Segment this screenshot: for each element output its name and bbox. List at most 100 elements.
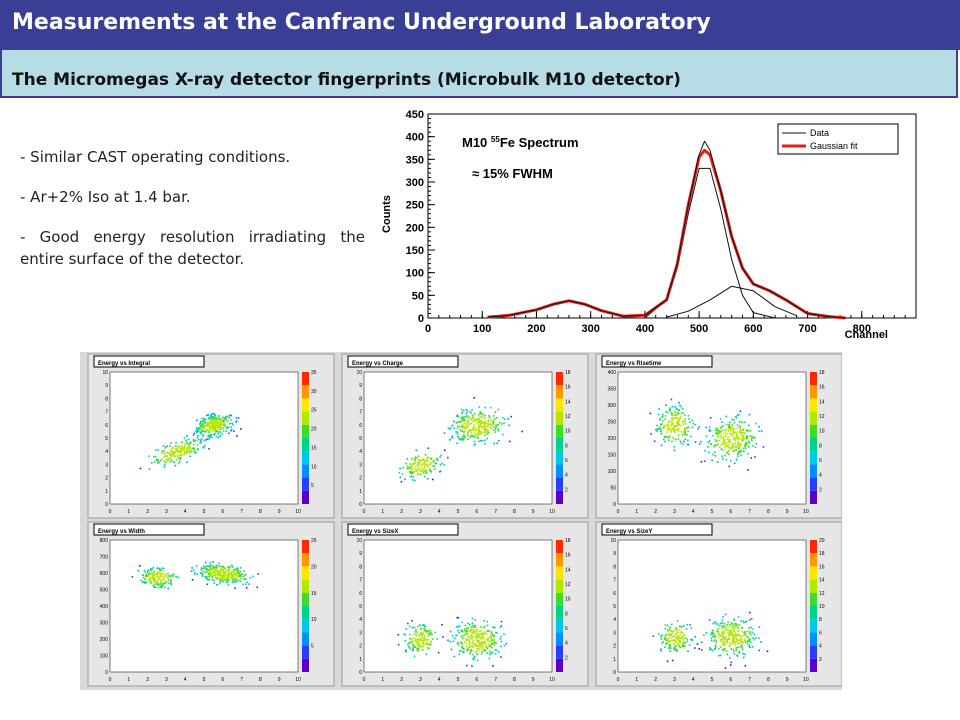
scatter-point (158, 571, 160, 574)
scatter-point (241, 573, 244, 575)
y-tick-label: 600 (100, 571, 109, 577)
scatter-point (698, 443, 701, 445)
scatter-point (472, 420, 474, 423)
scatter-point (721, 634, 724, 637)
scatter-point (442, 636, 444, 638)
scatter-point (480, 411, 482, 414)
scatter-point (743, 432, 746, 435)
scatter-point (482, 416, 484, 419)
scatter-point (160, 569, 162, 571)
scatter-point (502, 416, 504, 419)
scatter-point (466, 629, 468, 632)
scatter-point (713, 640, 715, 642)
scatter-point (209, 421, 211, 423)
scatter-point (745, 620, 748, 622)
scatter-point (732, 634, 735, 636)
scatter-point (204, 444, 206, 447)
scatter-point (213, 433, 215, 436)
scatter-point (727, 450, 730, 452)
scatter-point (722, 616, 724, 618)
scatter-point (475, 419, 478, 421)
scatter-point (208, 572, 210, 574)
scatter-point (487, 652, 489, 654)
scatter-point (222, 566, 225, 568)
scatter-point (202, 575, 204, 577)
scatter-point (739, 645, 742, 648)
scatter-point (734, 625, 737, 628)
scatter-point (733, 628, 735, 630)
scatter-point (222, 568, 224, 571)
scatter-point (738, 421, 741, 423)
colorbar-tick-label: 18 (565, 538, 571, 544)
scatter-point (465, 415, 467, 418)
scatter-point (482, 637, 484, 640)
scatter-point (426, 464, 428, 466)
scatter-point (742, 634, 745, 637)
scatter-point (484, 442, 486, 445)
scatter-point (209, 571, 212, 573)
scatter-point (153, 573, 156, 576)
scatter-point (472, 658, 474, 660)
scatter-point (196, 428, 198, 430)
scatter-point (673, 417, 676, 420)
scatter-point (458, 631, 460, 634)
scatter-point (495, 642, 497, 644)
scatter-point (480, 440, 482, 442)
scatter-point (746, 436, 749, 438)
x-tick-label: 6 (729, 677, 732, 683)
scatter-point (687, 650, 689, 653)
y-tick-label: 200 (608, 436, 617, 442)
scatter-point (140, 579, 142, 582)
scatter-point (660, 428, 663, 431)
scatter-point (178, 576, 180, 579)
scatter-point (172, 446, 174, 449)
scatter-point (488, 421, 490, 424)
scatter-point (215, 435, 218, 438)
scatter-point (725, 650, 728, 652)
scatter-point (666, 423, 668, 426)
scatter-point (223, 418, 226, 421)
scatter-point (464, 436, 466, 439)
scatter-point (449, 640, 452, 643)
x-tick-label: 2 (146, 677, 149, 683)
scatter-point (177, 454, 179, 457)
scatter-point (481, 422, 483, 424)
scatter-point (221, 574, 223, 577)
scatter-point (473, 626, 475, 629)
scatter-point (451, 424, 454, 427)
scatter-point (461, 629, 464, 632)
scatter-point (209, 574, 211, 577)
scatter-point (233, 430, 235, 432)
scatter-point (221, 574, 223, 576)
scatter-point (741, 429, 744, 432)
scatter-point (470, 422, 473, 425)
scatter-point (423, 475, 426, 478)
scatter-point (413, 462, 415, 465)
scatter-point (690, 435, 692, 438)
scatter-point (409, 475, 412, 478)
scatter-point (170, 579, 172, 581)
scatter-point (230, 430, 232, 432)
scatter-point (476, 650, 478, 652)
scatter-point (231, 575, 234, 578)
scatter-point (210, 427, 213, 430)
scatter-point (724, 636, 727, 639)
scatter-point (466, 425, 468, 428)
scatter-point (461, 416, 464, 419)
colorbar-tick-label: 2 (819, 487, 822, 493)
scatter-point (701, 649, 703, 651)
scatter-point (179, 456, 182, 459)
scatter-point (727, 430, 730, 433)
scatter-point (680, 626, 683, 628)
x-tick-label: 7 (240, 509, 243, 515)
scatter-point (738, 444, 740, 446)
scatter-point (153, 577, 156, 580)
scatter-point (180, 450, 182, 452)
scatter-point (723, 644, 726, 646)
scatter-point (732, 443, 735, 446)
scatter-point (229, 576, 232, 579)
scatter-point (217, 431, 219, 433)
scatter-point (739, 635, 742, 637)
scatter-point (714, 646, 717, 648)
scatter-point (732, 446, 735, 449)
